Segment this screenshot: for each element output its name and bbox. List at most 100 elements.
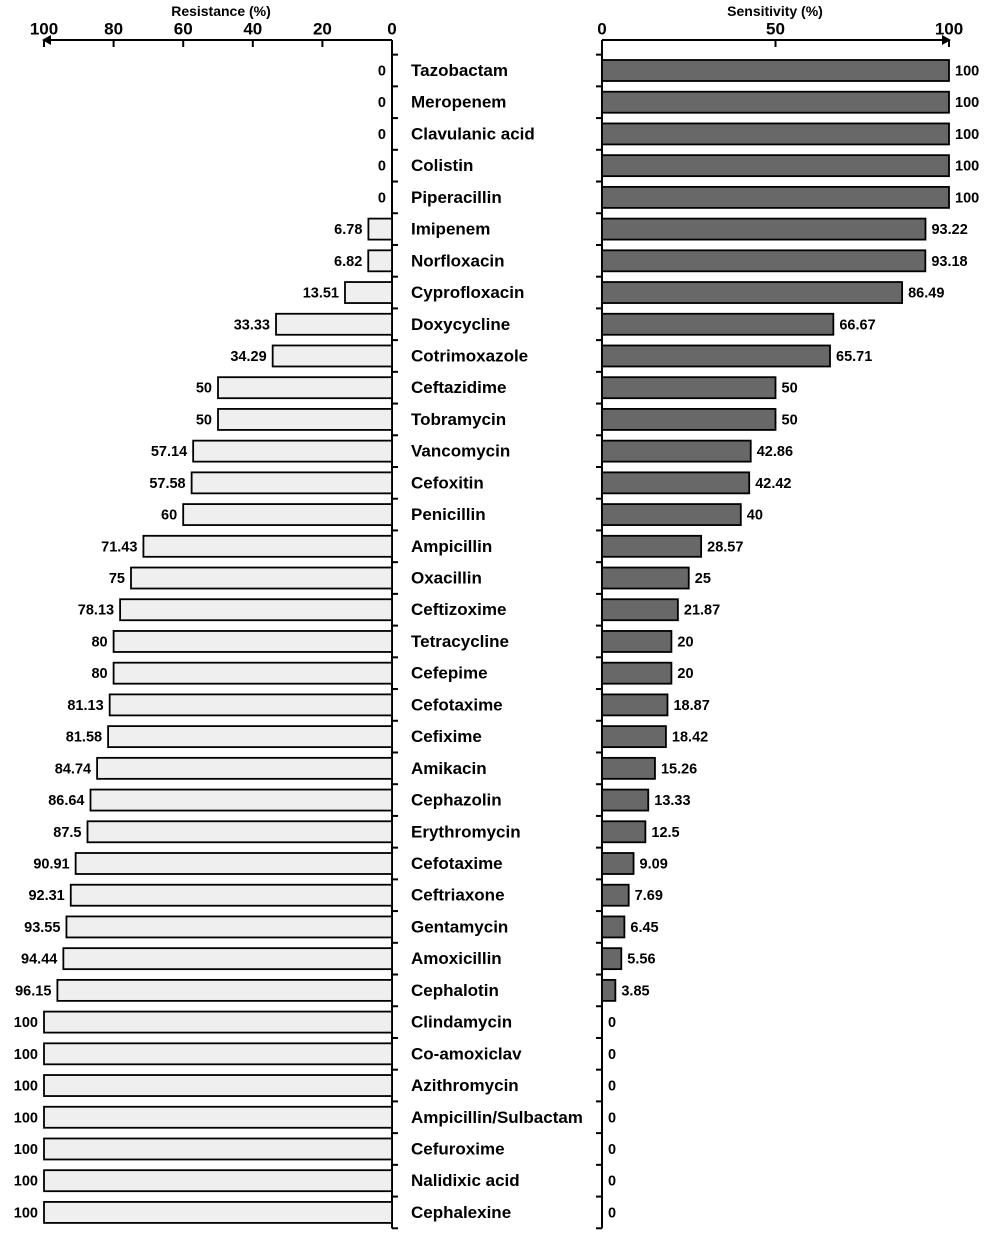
sensitivity-value-label: 12.5 bbox=[651, 825, 679, 841]
sensitivity-axis-title: Sensitivity (%) bbox=[727, 3, 823, 19]
resistance-bar bbox=[217, 408, 393, 431]
resistance-bar bbox=[192, 439, 393, 463]
resistance-bar bbox=[367, 249, 393, 273]
sensitivity-value-label: 0 bbox=[608, 1047, 616, 1063]
sensitivity-value-label: 50 bbox=[782, 381, 798, 397]
sensitivity-bar bbox=[601, 281, 904, 304]
sensitivity-bar bbox=[601, 439, 752, 463]
sensitivity-value-label: 42.42 bbox=[755, 476, 791, 492]
resistance-bar bbox=[275, 312, 393, 336]
resistance-bar bbox=[74, 852, 393, 875]
resistance-value-label: 100 bbox=[14, 1047, 38, 1063]
sensitivity-bar bbox=[601, 788, 650, 812]
category-label: Piperacillin bbox=[411, 188, 502, 207]
sensitivity-bar bbox=[601, 598, 679, 622]
sensitivity-bars: 100 100 100 100 100 93.22 93.18 86.49 66.67 65.71… bbox=[601, 59, 979, 1221]
sensitivity-bar bbox=[601, 820, 647, 844]
category-label: Tazobactam bbox=[411, 61, 508, 80]
resistance-bar bbox=[69, 883, 393, 907]
category-label: Cephalotin bbox=[411, 981, 499, 1000]
resistance-value-label: 6.78 bbox=[334, 222, 362, 238]
sensitivity-value-label: 93.18 bbox=[931, 254, 967, 270]
category-label: Tetracycline bbox=[411, 632, 509, 651]
sensitivity-bar bbox=[601, 59, 950, 82]
resistance-value-label: 0 bbox=[378, 190, 386, 206]
sensitivity-bar bbox=[601, 661, 673, 685]
sensitivity-value-label: 100 bbox=[955, 190, 979, 206]
resistance-tick-label: 100 bbox=[30, 20, 58, 39]
category-label: Norfloxacin bbox=[411, 251, 505, 270]
resistance-value-label: 57.14 bbox=[151, 444, 187, 460]
sensitivity-value-label: 5.56 bbox=[627, 952, 655, 968]
category-label: Cefuroxime bbox=[411, 1139, 505, 1158]
resistance-axis: Resistance (%) 100 80 60 40 20 0 bbox=[30, 3, 398, 1230]
resistance-value-label: 0 bbox=[378, 95, 386, 111]
resistance-value-label: 0 bbox=[378, 64, 386, 80]
sensitivity-value-label: 50 bbox=[782, 412, 798, 428]
resistance-tick-label: 80 bbox=[104, 20, 123, 39]
resistance-bar bbox=[43, 1137, 393, 1161]
sensitivity-bar bbox=[601, 312, 835, 336]
category-label: Amikacin bbox=[411, 759, 487, 778]
resistance-value-label: 13.51 bbox=[303, 286, 339, 302]
sensitivity-value-label: 100 bbox=[955, 95, 979, 111]
category-label: Cefotaxime bbox=[411, 695, 503, 714]
category-label: Oxacillin bbox=[411, 569, 482, 588]
sensitivity-value-label: 100 bbox=[955, 159, 979, 175]
resistance-value-label: 57.58 bbox=[149, 476, 185, 492]
category-label: Azithromycin bbox=[411, 1076, 519, 1095]
resistance-value-label: 87.5 bbox=[53, 825, 81, 841]
resistance-tick-label: 0 bbox=[387, 20, 396, 39]
resistance-bar bbox=[96, 756, 393, 780]
resistance-value-label: 34.29 bbox=[230, 349, 266, 365]
resistance-bar bbox=[108, 693, 393, 717]
resistance-value-label: 75 bbox=[109, 571, 125, 587]
sensitivity-bar bbox=[601, 376, 777, 400]
category-label: Tobramycin bbox=[411, 410, 506, 429]
resistance-bar bbox=[43, 1010, 393, 1034]
category-label: Clavulanic acid bbox=[411, 124, 535, 143]
sensitivity-bar bbox=[601, 122, 950, 146]
sensitivity-value-label: 13.33 bbox=[654, 793, 690, 809]
category-label: Doxycycline bbox=[411, 315, 510, 334]
sensitivity-value-label: 40 bbox=[747, 508, 763, 524]
sensitivity-bar bbox=[601, 947, 623, 971]
sensitivity-bar bbox=[601, 725, 667, 749]
resistance-value-label: 100 bbox=[14, 1205, 38, 1221]
sensitivity-bar bbox=[601, 154, 950, 178]
resistance-value-label: 6.82 bbox=[334, 254, 362, 270]
resistance-value-label: 81.58 bbox=[66, 730, 102, 746]
sensitivity-value-label: 0 bbox=[608, 1174, 616, 1190]
resistance-value-label: 100 bbox=[14, 1015, 38, 1031]
resistance-value-label: 100 bbox=[14, 1142, 38, 1158]
resistance-bar bbox=[119, 598, 393, 622]
sensitivity-value-label: 21.87 bbox=[684, 603, 720, 619]
resistance-value-label: 86.64 bbox=[48, 793, 84, 809]
category-label: Ampicillin bbox=[411, 537, 492, 556]
category-label: Cefotaxime bbox=[411, 854, 503, 873]
category-label: Ceftizoxime bbox=[411, 600, 506, 619]
resistance-value-label: 80 bbox=[91, 666, 107, 682]
resistance-value-label: 84.74 bbox=[55, 761, 91, 777]
resistance-value-label: 50 bbox=[196, 381, 212, 397]
sensitivity-value-label: 25 bbox=[695, 571, 711, 587]
resistance-value-label: 78.13 bbox=[78, 603, 114, 619]
sensitivity-bar bbox=[601, 978, 617, 1002]
category-label: Meropenem bbox=[411, 93, 506, 112]
resistance-tick-label: 40 bbox=[243, 20, 262, 39]
sensitivity-bar bbox=[601, 852, 635, 875]
category-label: Cyprofloxacin bbox=[411, 283, 524, 302]
sensitivity-value-label: 42.86 bbox=[757, 444, 793, 460]
category-label: Imipenem bbox=[411, 220, 490, 239]
resistance-value-label: 90.91 bbox=[33, 857, 69, 873]
category-label: Nalidixic acid bbox=[411, 1171, 520, 1190]
resistance-value-label: 81.13 bbox=[67, 698, 103, 714]
category-labels: Tazobactam Meropenem Clavulanic acid Colist… bbox=[411, 61, 583, 1222]
resistance-value-label: 80 bbox=[91, 634, 107, 650]
category-label: Colistin bbox=[411, 156, 473, 175]
sensitivity-bar bbox=[601, 503, 742, 526]
category-label: Gentamycin bbox=[411, 917, 508, 936]
resistance-bar bbox=[142, 534, 393, 558]
sensitivity-axis-arrow bbox=[942, 35, 951, 45]
sensitivity-value-label: 9.09 bbox=[640, 857, 668, 873]
